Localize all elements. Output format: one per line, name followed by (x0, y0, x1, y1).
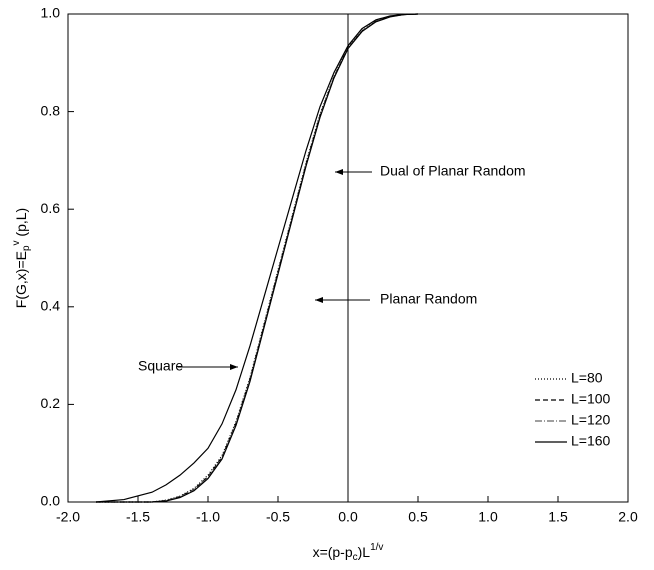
x-tick-label: 0.0 (338, 509, 358, 525)
x-tick-label: -1.0 (196, 509, 220, 525)
y-tick-label: 1.0 (41, 5, 61, 21)
x-tick-label: 1.0 (478, 509, 498, 525)
x-tick-label: 0.5 (408, 509, 428, 525)
y-tick-label: 0.4 (41, 298, 61, 314)
series-line (96, 13, 419, 503)
y-axis-label: F(G,x)=Epv (p,L) (11, 208, 32, 308)
annotation: Planar Random (380, 291, 477, 307)
series-line (95, 13, 419, 503)
x-tick-label: 2.0 (618, 509, 638, 525)
x-tick-label: -2.0 (56, 509, 80, 525)
y-tick-label: 0.0 (41, 493, 61, 509)
annotation: Dual of Planar Random (380, 163, 526, 179)
series-line (96, 13, 419, 503)
x-tick-label: -1.5 (126, 509, 150, 525)
y-tick-label: 0.8 (41, 102, 61, 118)
legend-label: L=160 (571, 433, 611, 449)
legend-label: L=120 (571, 412, 611, 428)
y-tick-label: 0.6 (41, 200, 61, 216)
series-line (96, 13, 419, 503)
series-line (96, 13, 419, 503)
x-tick-label: -0.5 (266, 509, 290, 525)
annotation: Square (138, 358, 183, 374)
x-tick-label: 1.5 (548, 509, 568, 525)
x-axis-label: x=(p-pc)L1/v (313, 542, 384, 563)
y-tick-label: 0.2 (41, 395, 61, 411)
legend-label: L=80 (571, 370, 603, 386)
legend-label: L=100 (571, 391, 611, 407)
